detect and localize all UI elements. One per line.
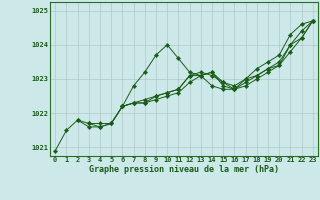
X-axis label: Graphe pression niveau de la mer (hPa): Graphe pression niveau de la mer (hPa)	[89, 165, 279, 174]
